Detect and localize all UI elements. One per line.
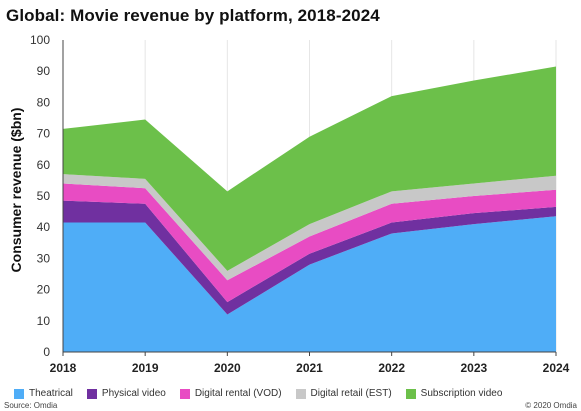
y-tick-label-50: 50 [37,189,51,203]
legend-item-digital-rental-vod: Digital rental (VOD) [179,388,282,399]
y-tick-label-90: 90 [37,64,51,78]
x-tick-label-2019: 2019 [132,361,159,375]
legend-swatch-digital-retail-est [295,388,306,399]
y-tick-label-70: 70 [37,127,51,141]
stacked-area-chart: 0 10 20 30 40 50 60 70 80 90 100 2018 2019 2020 2021 20… [30,33,570,375]
area-subscription-video [63,66,556,271]
x-tick-label-2023: 2023 [460,361,487,375]
y-tick-label-40: 40 [37,220,51,234]
x-tick-label-2018: 2018 [50,361,77,375]
x-tick-label-2021: 2021 [296,361,323,375]
copyright-note: © 2020 Omdia [525,401,577,410]
legend-label-theatrical: Theatrical [29,388,73,399]
y-tick-label-10: 10 [37,314,51,328]
x-tick-label-2024: 2024 [543,361,570,375]
chart-legend: Theatrical Physical video Digital rental (… [14,388,579,399]
legend-swatch-theatrical [14,388,24,399]
legend-label-physical-video: Physical video [101,388,166,399]
legend-item-digital-retail-est: Digital retail (EST) [295,388,392,399]
x-tick-label-2022: 2022 [378,361,405,375]
legend-item-theatrical: Theatrical [14,388,73,399]
area-physical-video [63,200,556,315]
y-tick-label-0: 0 [43,345,50,359]
legend-label-digital-rental-vod: Digital rental (VOD) [194,388,282,399]
x-tick-label-2020: 2020 [214,361,241,375]
area-digital-retail-est [63,174,556,281]
source-note: Source: Omdia [4,401,58,410]
legend-item-subscription-video: Subscription video [405,388,503,399]
legend-label-subscription-video: Subscription video [420,388,503,399]
y-tick-label-60: 60 [37,158,51,172]
y-tick-label-80: 80 [37,95,51,109]
legend-swatch-physical-video [86,388,97,399]
y-tick-label-20: 20 [37,283,51,297]
legend-label-digital-retail-est: Digital retail (EST) [310,388,392,399]
area-theatrical [63,216,556,352]
legend-item-physical-video: Physical video [86,388,166,399]
legend-swatch-digital-rental-vod [179,388,190,399]
area-digital-rental-vod [63,183,556,303]
y-tick-label-30: 30 [37,251,51,265]
chart-title: Global: Movie revenue by platform, 2018-… [6,6,380,25]
legend-swatch-subscription-video [405,388,416,399]
y-tick-label-100: 100 [30,33,50,47]
